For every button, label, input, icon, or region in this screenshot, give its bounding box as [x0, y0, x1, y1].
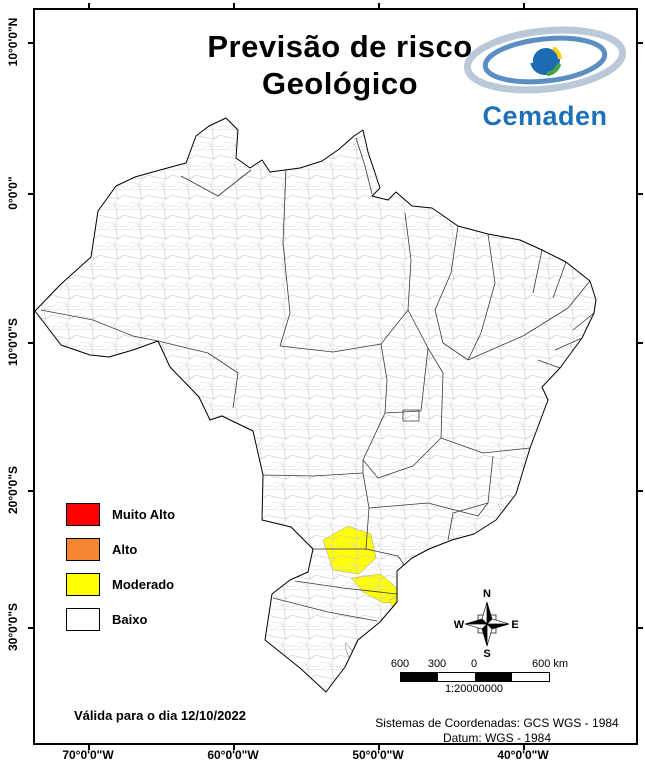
legend-label: Alto — [112, 542, 138, 557]
legend-item: Moderado — [66, 573, 175, 596]
axis-tick — [638, 490, 643, 492]
cemaden-logo-icon — [463, 26, 627, 94]
cemaden-logo-text: Cemaden — [482, 101, 608, 131]
scale-bar: 600 300 0 600 km 1:20000000 — [390, 658, 602, 698]
axis-tick — [88, 745, 90, 750]
federal-district-outline — [402, 409, 420, 422]
axis-tick — [233, 3, 235, 8]
axis-tick — [638, 193, 643, 195]
lat-axis-label: 20°0'0"S — [6, 465, 20, 515]
axis-tick — [28, 342, 33, 344]
legend-item: Baixo — [66, 608, 175, 631]
lon-axis-label: 50°0'0"W — [352, 748, 404, 762]
lon-axis-label: 40°0'0"W — [497, 748, 549, 762]
axis-tick — [638, 342, 643, 344]
risk-legend: Muito Alto Alto Moderado Baixo — [66, 503, 175, 643]
scale-segment — [512, 673, 549, 681]
lon-axis-label: 60°0'0"W — [207, 748, 259, 762]
axis-tick — [638, 627, 643, 629]
lat-axis-label: 30°0'0"S — [6, 602, 20, 652]
axis-tick — [28, 42, 33, 44]
cemaden-logo: Cemaden — [460, 20, 630, 132]
coord-line-1: Sistemas de Coordenadas: GCS WGS - 1984 — [375, 716, 619, 730]
title-line-1: Previsão de risco — [207, 29, 473, 64]
brazil-map — [34, 117, 597, 693]
compass-label-east: E — [511, 619, 518, 631]
axis-tick — [378, 745, 380, 750]
axis-tick — [523, 3, 525, 8]
scale-segment — [401, 673, 438, 681]
scale-bar-segments — [400, 672, 550, 682]
legend-swatch-baixo — [66, 608, 100, 631]
legend-item: Muito Alto — [66, 503, 175, 526]
coordinate-system-note: Sistemas de Coordenadas: GCS WGS - 1984 … — [352, 716, 642, 746]
axis-tick — [28, 193, 33, 195]
scale-segment — [475, 673, 512, 681]
scale-ratio: 1:20000000 — [444, 683, 504, 695]
legend-swatch-muito-alto — [66, 503, 100, 526]
lat-axis-label: 0°0'0" — [6, 176, 20, 210]
compass-label-north: N — [483, 588, 491, 600]
title-line-2: Geológico — [261, 66, 419, 101]
legend-item: Alto — [66, 538, 175, 561]
axis-tick — [523, 745, 525, 750]
page-title: Previsão de risco Geológico — [140, 28, 540, 102]
brazil-outline — [34, 117, 597, 693]
scale-segment — [438, 673, 475, 681]
axis-tick — [28, 490, 33, 492]
coord-line-2: Datum: WGS - 1984 — [442, 731, 552, 745]
legend-label: Moderado — [112, 577, 175, 592]
lon-axis-label: 70°0'0"W — [62, 748, 114, 762]
legend-label: Baixo — [112, 612, 148, 627]
axis-tick — [378, 3, 380, 8]
legend-swatch-alto — [66, 538, 100, 561]
compass-rose-icon: N S W E — [454, 588, 519, 660]
axis-tick — [638, 42, 643, 44]
lat-axis-label: 10°0'0"N — [6, 17, 20, 67]
compass-label-west: W — [454, 619, 465, 631]
lat-axis-label: 10°0'0"S — [6, 317, 20, 367]
scale-label: 0 — [470, 658, 478, 670]
axis-tick — [233, 745, 235, 750]
state-borders — [40, 137, 595, 622]
axis-tick — [28, 627, 33, 629]
compass-label-south: S — [483, 648, 490, 660]
legend-swatch-moderado — [66, 573, 100, 596]
scale-label: 600 — [390, 658, 410, 670]
legend-label: Muito Alto — [112, 507, 176, 522]
validity-note: Válida para o dia 12/10/2022 — [74, 708, 246, 723]
axis-tick — [88, 3, 90, 8]
scale-label: 300 — [427, 658, 447, 670]
scale-label: 600 km — [531, 658, 569, 670]
